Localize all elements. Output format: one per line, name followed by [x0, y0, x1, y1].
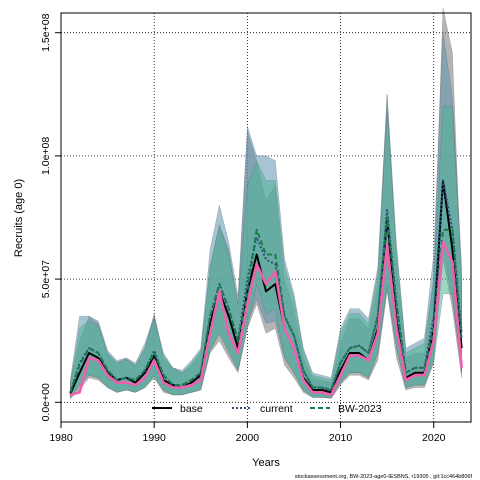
x-axis-label: Years: [252, 457, 280, 469]
legend-label-current: current: [260, 403, 293, 415]
y-axis-label: Recruits (age 0): [13, 179, 25, 257]
x-tick-label: 2020: [422, 432, 446, 444]
x-axis: 1980 1990 2000 2010 2020: [49, 421, 446, 444]
y-tick-label: 1.0e+08: [40, 137, 52, 175]
x-tick-label: 2000: [236, 432, 260, 444]
x-tick-label: 1980: [49, 432, 73, 444]
y-tick-label: 0.0e+00: [40, 383, 52, 421]
x-tick-label: 2010: [329, 432, 353, 444]
series-line-highlight: [69, 240, 463, 397]
y-tick-label: 1.5e+08: [40, 13, 52, 51]
footer-credit: stockassessment.org, BW-2023-age0-IESBNS…: [295, 474, 473, 480]
x-tick-label: 1990: [143, 432, 167, 444]
legend-label-bw-2023: BW-2023: [338, 403, 382, 415]
legend: base current BW-2023: [152, 403, 382, 415]
series-line-bw-2023: [69, 216, 463, 393]
confidence-bands: [70, 8, 462, 400]
legend-label-base: base: [180, 403, 203, 415]
y-axis: 0.0e+00 5.0e+07 1.0e+08 1.5e+08: [40, 13, 62, 421]
y-tick-label: 5.0e+07: [40, 260, 52, 298]
series-lines: [69, 179, 463, 397]
